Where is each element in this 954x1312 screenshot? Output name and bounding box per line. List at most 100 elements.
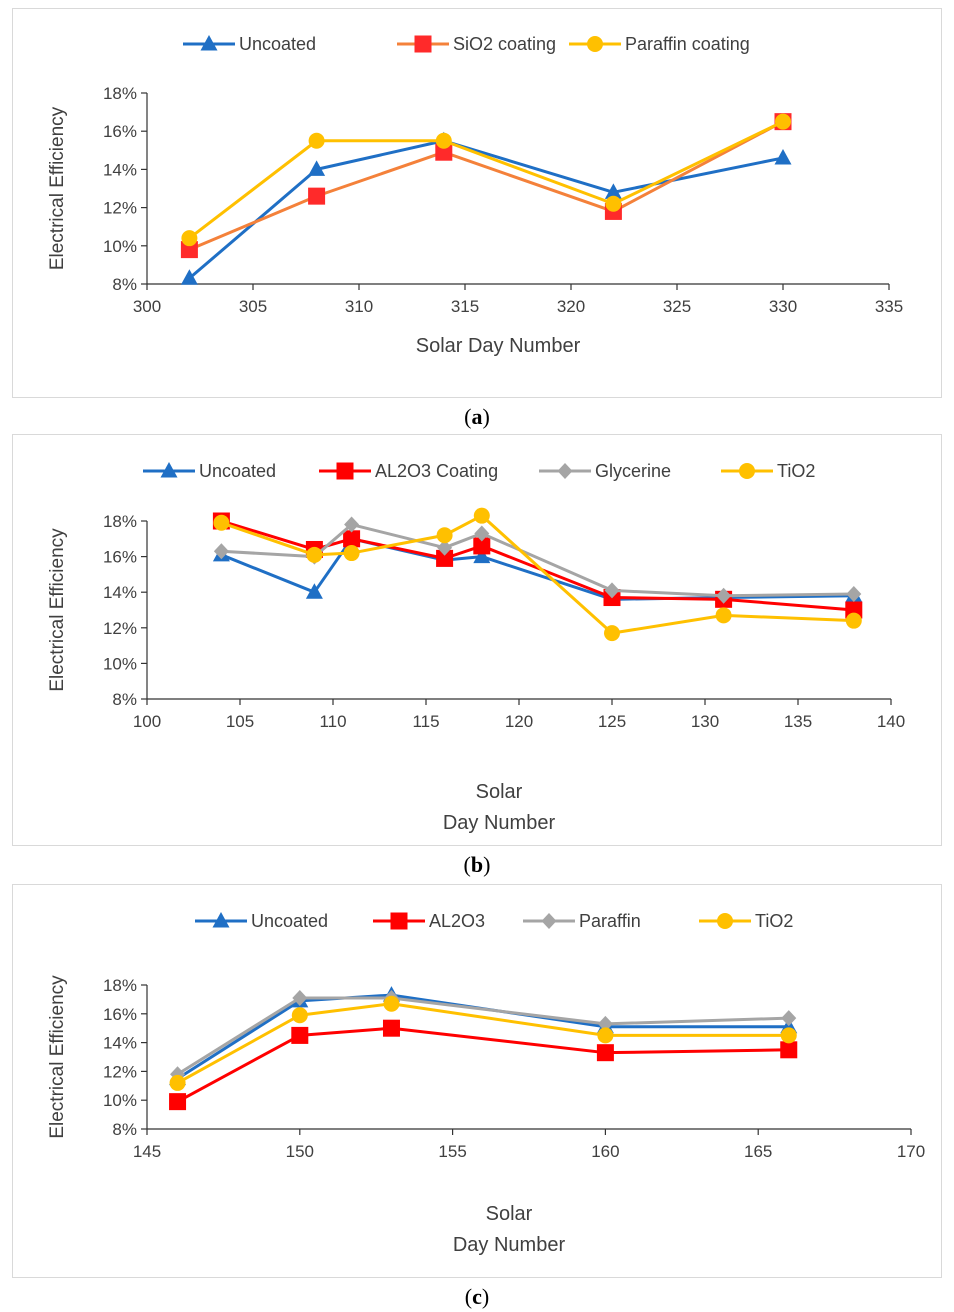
y-tick-label: 12% — [103, 619, 137, 638]
data-point — [775, 113, 791, 130]
series-al2o3 — [169, 1019, 798, 1111]
legend-label: Paraffin — [579, 911, 641, 931]
data-point — [474, 525, 490, 542]
x-tick-label: 165 — [744, 1142, 772, 1161]
legend-marker — [414, 35, 432, 53]
legend-label: TiO2 — [777, 461, 815, 481]
data-point — [436, 549, 454, 567]
series-tio2 — [213, 507, 862, 642]
x-tick-label: 305 — [239, 297, 267, 316]
data-point — [716, 587, 732, 604]
data-point — [305, 583, 323, 599]
y-axis-title: Electrical Efficiency — [47, 975, 68, 1139]
y-tick-label: 14% — [103, 583, 137, 602]
axes: 8% 10% 12% 14% 16% 18% 300 305 310 315 320 325 330 33… — [103, 84, 903, 316]
data-point — [213, 514, 230, 531]
data-point — [473, 537, 491, 555]
y-tick-label: 10% — [103, 237, 137, 256]
data-point — [604, 625, 620, 642]
x-axis-title: Solar — [486, 1203, 533, 1225]
x-tick-label: 120 — [505, 712, 533, 731]
data-point — [846, 585, 862, 602]
caption-c: (c) — [464, 1284, 490, 1309]
chart-c: 8% 10% 12% 14% 16% 18% 145 150 155 160 165 170 Elect… — [47, 911, 925, 1256]
legend-marker — [739, 463, 755, 479]
data-point — [780, 1041, 798, 1059]
legend-item: TiO2 — [721, 461, 815, 481]
chart-a: 8% 10% 12% 14% 16% 18% 300 305 310 315 320 325 330 33… — [47, 34, 903, 357]
legend-marker — [717, 913, 733, 929]
legend-marker — [390, 912, 408, 930]
x-tick-label: 310 — [345, 297, 373, 316]
x-tick-label: 155 — [438, 1142, 466, 1161]
y-tick-label: 10% — [103, 654, 137, 673]
y-tick-label: 12% — [103, 1062, 137, 1081]
data-point — [169, 1074, 186, 1091]
legend-label: Uncoated — [251, 911, 328, 931]
series-line — [188, 120, 784, 240]
legend-marker — [541, 913, 557, 929]
y-tick-label: 16% — [103, 548, 137, 567]
x-tick-label: 130 — [691, 712, 719, 731]
series-line — [176, 1026, 789, 1103]
x-tick-label: 145 — [133, 1142, 161, 1161]
data-point — [597, 1015, 613, 1032]
legend-item: AL2O3 Coating — [319, 461, 498, 481]
chart-panel-a: 8% 10% 12% 14% 16% 18% 300 305 310 315 320 325 330 33… — [12, 8, 942, 398]
caption-b: (b) — [463, 852, 491, 877]
x-tick-label: 330 — [769, 297, 797, 316]
legend-item: Paraffin coating — [569, 34, 750, 54]
data-point — [292, 989, 308, 1006]
legend-label: AL2O3 Coating — [375, 461, 498, 481]
data-point — [308, 160, 326, 176]
x-tick-label: 300 — [133, 297, 161, 316]
x-tick-label: 160 — [591, 1142, 619, 1161]
data-point — [169, 1093, 187, 1111]
y-tick-label: 18% — [103, 976, 137, 995]
x-tick-label: 135 — [784, 712, 812, 731]
data-point — [306, 546, 323, 563]
data-point — [605, 195, 622, 212]
y-axis-title: Electrical Efficiency — [47, 528, 68, 692]
data-point — [473, 547, 491, 564]
y-axis-title: Electrical Efficiency — [47, 106, 68, 270]
legend-label: Uncoated — [239, 34, 316, 54]
y-tick-label: 18% — [103, 512, 137, 531]
legend-item: SiO2 coating — [397, 34, 556, 54]
caption-a: (a) — [464, 404, 490, 429]
legend-marker — [557, 463, 573, 479]
chart-panel-b: 8% 10% 12% 14% 16% 18% 100 105 110 115 120 125 130 13… — [12, 434, 942, 846]
data-point — [604, 183, 622, 199]
data-point — [437, 539, 453, 556]
y-tick-label: 18% — [103, 84, 137, 103]
y-tick-label: 14% — [103, 1034, 137, 1053]
chart-panel-c: 8% 10% 12% 14% 16% 18% 145 150 155 160 165 170 Elect… — [12, 884, 942, 1278]
legend: Uncoated AL2O3 Coating Glycerine TiO2 — [143, 461, 815, 481]
data-point — [308, 187, 326, 205]
caption-b-letter: b — [470, 852, 484, 877]
legend-label: AL2O3 — [429, 911, 485, 931]
legend-item: AL2O3 — [373, 911, 485, 931]
data-point — [382, 1019, 400, 1037]
y-tick-label: 10% — [103, 1091, 137, 1110]
series-line — [188, 120, 784, 252]
data-point — [291, 1026, 309, 1044]
caption-c-letter: c — [472, 1284, 482, 1309]
legend-label: TiO2 — [755, 911, 793, 931]
legend-item: Paraffin — [523, 911, 641, 931]
series-paraffin-coating — [181, 113, 791, 247]
x-tick-label: 115 — [412, 712, 439, 731]
legend-marker — [200, 35, 218, 51]
data-point — [181, 230, 198, 247]
y-tick-label: 14% — [103, 160, 137, 179]
y-tick-label: 8% — [112, 275, 137, 294]
x-axis-title: Day Number — [443, 812, 556, 834]
axes: 8% 10% 12% 14% 16% 18% 100 105 110 115 120 125 130 13… — [103, 512, 905, 731]
legend-marker — [212, 912, 230, 928]
y-tick-label: 12% — [103, 199, 137, 218]
x-tick-label: 100 — [133, 712, 161, 731]
data-point — [596, 1044, 614, 1062]
legend-item: Uncoated — [143, 461, 276, 481]
legend-item: TiO2 — [699, 911, 793, 931]
x-tick-label: 140 — [877, 712, 905, 731]
